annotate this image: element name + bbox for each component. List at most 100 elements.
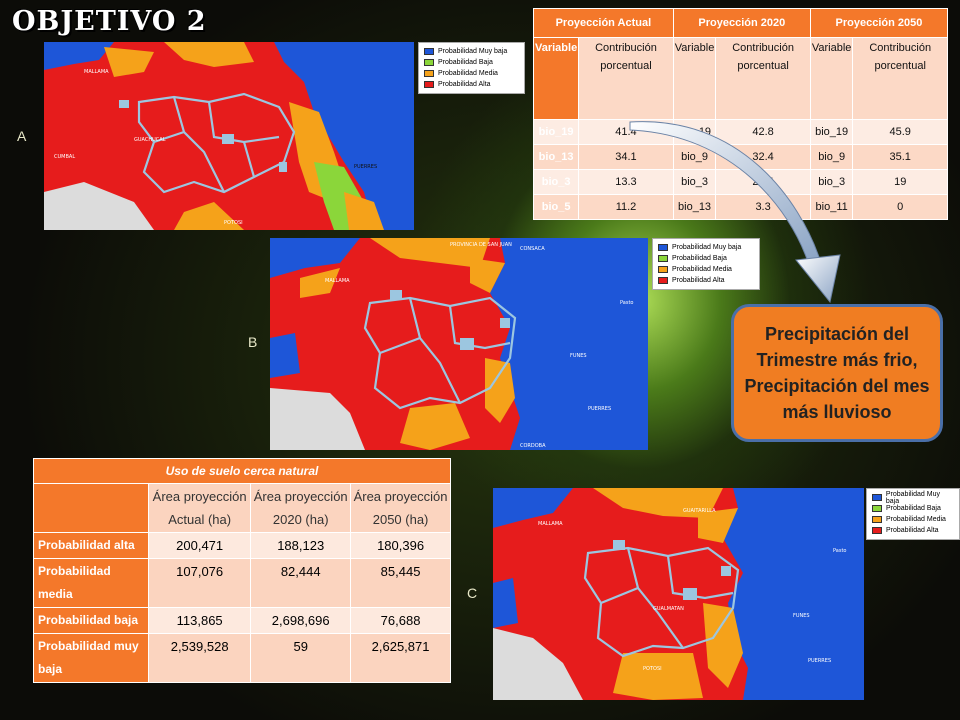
map-place-label: PUERRES — [808, 658, 832, 664]
table-cell: bio_11 — [809, 194, 854, 220]
map-projection-2050: MALLAMA GUAITARILLA Pasto FUNES PUERRES … — [493, 488, 864, 700]
table-cell: bio_3 — [672, 169, 717, 195]
table-row: Probabilidad baja 113,865 2,698,696 76,6… — [33, 607, 451, 634]
table-cell: 59 — [250, 633, 352, 683]
map-place-label: POTOSI — [224, 220, 243, 226]
map-legend: Probabilidad Muy baja Probabilidad Baja … — [866, 488, 960, 540]
table-header — [33, 483, 149, 533]
table-cell: 13.3 — [578, 169, 674, 195]
table-row: bio_13 34.1 bio_9 32.4 bio_9 35.1 — [532, 144, 948, 170]
map-label-b: B — [248, 334, 258, 350]
slide-title: OBJETIVO 2 — [12, 6, 207, 37]
legend-item: Probabilidad Media — [872, 514, 954, 525]
row-header: Probabilidad muy baja — [33, 633, 149, 683]
table-subheader: Contribución porcentual — [578, 37, 674, 120]
table-header: Proyección Actual — [533, 8, 674, 38]
table-row: Probabilidad alta 200,471 188,123 180,39… — [33, 532, 451, 559]
row-header: Probabilidad media — [33, 558, 149, 608]
table-header: Proyección 2020 — [672, 8, 811, 38]
table-cell: 200,471 — [147, 532, 252, 559]
table-cell: 2,539,528 — [147, 633, 252, 683]
map-place-label: PUERRES — [354, 164, 378, 170]
table-cell: 3.3 — [715, 194, 811, 220]
map-place-label: MALLAMA — [538, 521, 563, 527]
table-cell: 107,076 — [147, 558, 252, 608]
map-place-label: Pasto — [833, 548, 847, 554]
table-cell: bio_19 — [809, 119, 854, 145]
map-place-label: Pasto — [620, 300, 634, 306]
map-place-label: CORDOBA — [520, 443, 546, 449]
legend-item: Probabilidad Alta — [658, 275, 754, 286]
land-use-table: Uso de suelo cerca natural Área proyecci… — [33, 458, 451, 683]
table-cell: 82,444 — [250, 558, 352, 608]
map-place-label: GUACHUCAL — [134, 137, 166, 143]
table-cell: bio_9 — [809, 144, 854, 170]
table-cell: 2,625,871 — [350, 633, 451, 683]
table-cell: bio_5 — [532, 194, 580, 220]
legend-swatch-icon — [658, 244, 668, 251]
table-row: bio_3 13.3 bio_3 21.4 bio_3 19 — [532, 169, 948, 195]
callout-box: Precipitación del Trimestre más frio, Pr… — [731, 304, 943, 442]
table-cell: bio_13 — [672, 194, 717, 220]
legend-swatch-icon — [872, 505, 882, 512]
legend-swatch-icon — [658, 277, 668, 284]
table-cell: 0 — [852, 194, 948, 220]
legend-swatch-icon — [872, 527, 882, 534]
map-place-label: PUERRES — [588, 406, 612, 412]
row-header: Probabilidad baja — [33, 607, 149, 634]
map-place-label: GUALMATAN — [653, 606, 684, 612]
table-cell: 85,445 — [350, 558, 451, 608]
map-projection-2020: MALLAMA PROVINCIA DE SAN JUAN CONSACA Pa… — [270, 238, 648, 450]
table-cell: bio_19 — [532, 119, 580, 145]
map-place-label: CONSACA — [520, 246, 545, 252]
map-place-label: MALLAMA — [325, 278, 350, 284]
legend-swatch-icon — [872, 516, 882, 523]
legend-swatch-icon — [658, 255, 668, 262]
legend-swatch-icon — [424, 59, 434, 66]
table-header: Área proyección 2020 (ha) — [250, 483, 352, 533]
curved-arrow-icon — [629, 121, 841, 304]
legend-item: Probabilidad Alta — [424, 79, 519, 90]
table-header-row: Proyección Actual Proyección 2020 Proyec… — [533, 8, 949, 38]
table-cell: 35.1 — [852, 144, 948, 170]
legend-item: Probabilidad Media — [658, 264, 754, 275]
table-cell: 188,123 — [250, 532, 352, 559]
table-cell: 11.2 — [578, 194, 674, 220]
legend-swatch-icon — [658, 266, 668, 273]
table-cell: bio_3 — [532, 169, 580, 195]
legend-item: Probabilidad Media — [424, 68, 519, 79]
table-header: Área proyección 2050 (ha) — [350, 483, 451, 533]
legend-item: Probabilidad Muy baja — [872, 491, 954, 505]
table-header: Proyección 2050 — [809, 8, 949, 38]
map-label-a: A — [17, 128, 27, 144]
map-place-label: PROVINCIA DE SAN JUAN — [450, 242, 512, 248]
map-legend: Probabilidad Muy baja Probabilidad Baja … — [652, 238, 760, 290]
table-header: Área proyección Actual (ha) — [147, 483, 252, 533]
table-subheader: Variable — [672, 37, 717, 120]
legend-item: Probabilidad Baja — [424, 57, 519, 68]
map-legend: Probabilidad Muy baja Probabilidad Baja … — [418, 42, 525, 94]
legend-item: Probabilidad Muy baja — [424, 46, 519, 57]
table-subheader: Contribución porcentual — [852, 37, 948, 120]
legend-item: Probabilidad Muy baja — [658, 242, 754, 253]
table-caption-row: Uso de suelo cerca natural — [33, 458, 451, 484]
legend-swatch-icon — [424, 81, 434, 88]
callout-text: Precipitación del Trimestre más frio, Pr… — [744, 324, 930, 422]
legend-swatch-icon — [872, 494, 882, 501]
table-cell: 180,396 — [350, 532, 451, 559]
table-cell: bio_9 — [672, 144, 717, 170]
table-row: bio_5 11.2 bio_13 3.3 bio_11 0 — [532, 194, 948, 220]
table-cell: 45.9 — [852, 119, 948, 145]
map-projection-actual: MALLAMA CUMBAL GUACHUCAL POTOSI PUERRES — [44, 42, 414, 230]
table-cell: bio_13 — [532, 144, 580, 170]
map-label-c: C — [467, 585, 478, 601]
map-place-label: MALLAMA — [84, 69, 109, 75]
table-cell: 34.1 — [578, 144, 674, 170]
table-header-row: Área proyección Actual (ha) Área proyecc… — [33, 483, 451, 533]
row-header: Probabilidad alta — [33, 532, 149, 559]
table-subheader-row: Variable Contribución porcentual Variabl… — [532, 37, 948, 120]
table-row: Probabilidad media 107,076 82,444 85,445 — [33, 558, 451, 608]
map-place-label: FUNES — [793, 613, 810, 619]
table-subheader: Contribución porcentual — [715, 37, 811, 120]
legend-item: Probabilidad Baja — [658, 253, 754, 264]
